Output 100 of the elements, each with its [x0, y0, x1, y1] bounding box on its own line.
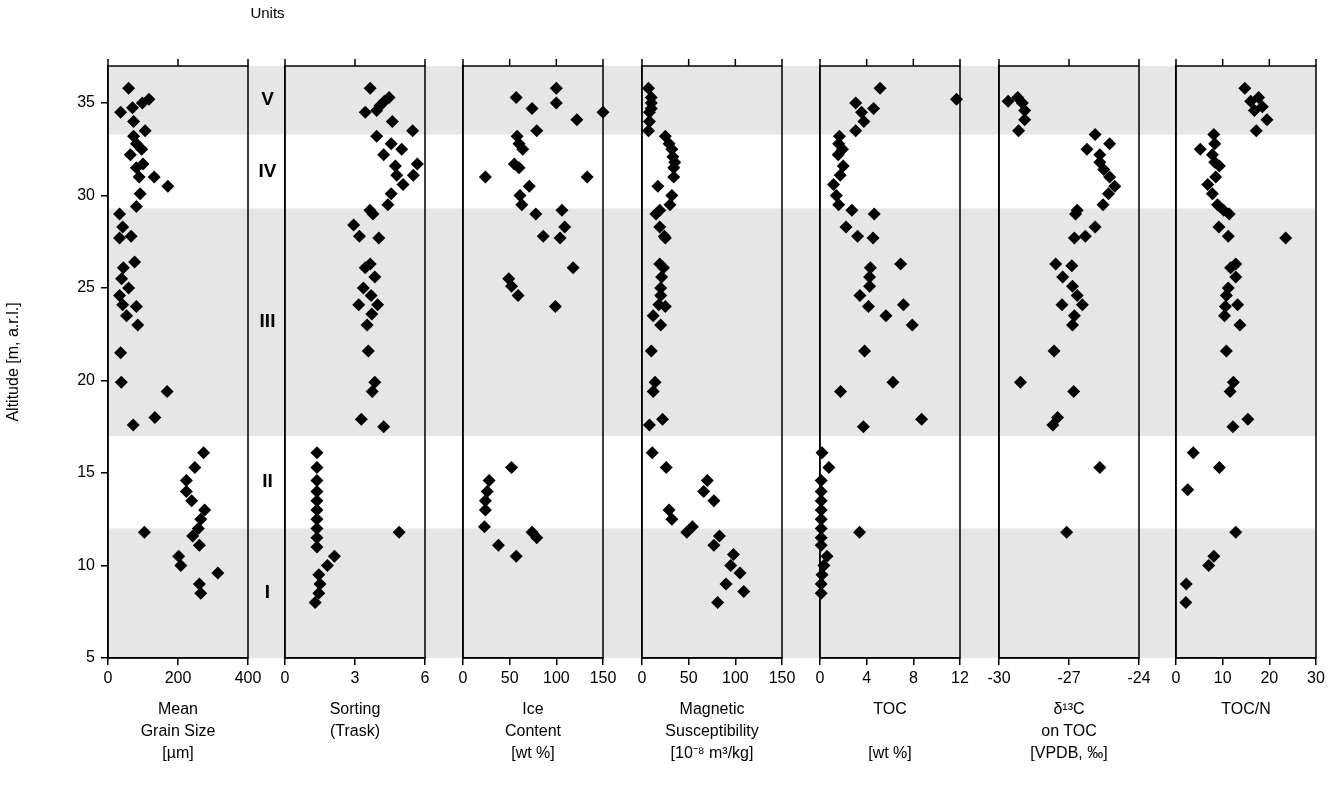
- point: [525, 102, 539, 116]
- point: [642, 418, 656, 432]
- x-tick-label: 0: [637, 669, 647, 687]
- point: [365, 385, 379, 399]
- point: [188, 460, 202, 474]
- y-tick-label: 25: [77, 278, 96, 296]
- point: [327, 549, 341, 563]
- point: [384, 187, 398, 201]
- x-tick-label: 100: [721, 669, 749, 687]
- point: [113, 231, 127, 245]
- point: [529, 207, 543, 221]
- point: [390, 168, 404, 182]
- point: [1088, 127, 1102, 141]
- point: [712, 529, 726, 543]
- point: [522, 179, 536, 193]
- point: [384, 137, 398, 151]
- point: [832, 198, 846, 212]
- point: [310, 460, 324, 474]
- point: [858, 344, 872, 358]
- point: [406, 124, 420, 138]
- point: [1101, 187, 1115, 201]
- point: [1260, 113, 1274, 127]
- x-axis-title: Mean Grain Size [µm]: [140, 700, 216, 762]
- point: [364, 288, 378, 302]
- point: [123, 148, 137, 162]
- point: [856, 420, 870, 434]
- point: [894, 257, 908, 271]
- point: [867, 102, 881, 116]
- point: [659, 460, 673, 474]
- point: [310, 540, 324, 554]
- point: [680, 525, 694, 539]
- x-tick-label: 30: [1307, 669, 1325, 687]
- y-tick-label: 35: [77, 93, 96, 111]
- point: [822, 460, 836, 474]
- point: [845, 203, 859, 217]
- point: [642, 115, 656, 128]
- point: [1212, 220, 1226, 234]
- point: [1241, 412, 1255, 426]
- point: [866, 231, 880, 245]
- point: [478, 494, 492, 508]
- point: [360, 318, 374, 332]
- point: [131, 318, 145, 332]
- point: [1207, 549, 1221, 563]
- point: [511, 288, 525, 302]
- y-tick-label: 5: [86, 648, 96, 666]
- point: [530, 531, 544, 545]
- point: [406, 168, 420, 182]
- point: [478, 503, 492, 517]
- point: [116, 298, 130, 312]
- point: [512, 161, 526, 175]
- point: [482, 473, 496, 487]
- point: [1078, 229, 1092, 243]
- point: [126, 101, 139, 115]
- point: [1279, 231, 1293, 245]
- point: [662, 503, 676, 517]
- point: [211, 566, 225, 580]
- point: [855, 105, 869, 119]
- point: [377, 148, 391, 162]
- point: [1222, 207, 1236, 221]
- point: [126, 418, 140, 432]
- point: [368, 270, 382, 284]
- point: [138, 124, 152, 138]
- point: [310, 485, 324, 498]
- point: [1051, 411, 1065, 424]
- x-tick-label: 4: [862, 669, 872, 687]
- point: [388, 159, 402, 173]
- point: [347, 218, 361, 232]
- point: [114, 346, 128, 360]
- point: [829, 189, 843, 202]
- point: [1080, 142, 1094, 156]
- point: [737, 584, 751, 598]
- point: [370, 129, 384, 143]
- point: [505, 460, 519, 474]
- point: [1212, 460, 1226, 474]
- point: [1181, 483, 1195, 497]
- point: [371, 298, 385, 312]
- y-tick-label: 15: [77, 463, 96, 481]
- point: [320, 559, 334, 572]
- band-label: V: [261, 88, 275, 110]
- point: [1179, 596, 1193, 609]
- point: [1238, 81, 1252, 95]
- point: [1201, 177, 1215, 191]
- point: [137, 525, 151, 539]
- point: [1065, 259, 1079, 273]
- point: [1207, 127, 1221, 141]
- text: TOC [wt %]: [868, 700, 912, 762]
- point: [1231, 298, 1245, 312]
- point: [513, 189, 527, 202]
- point: [570, 113, 584, 127]
- point: [129, 161, 143, 175]
- point: [667, 170, 681, 184]
- point: [724, 559, 738, 572]
- point: [1067, 231, 1081, 245]
- x-axis-title: Magnetic Susceptibility [10⁻⁸ m³/kg]: [665, 700, 759, 762]
- point: [122, 81, 136, 95]
- x-tick-label: 400: [234, 669, 262, 687]
- point: [886, 375, 900, 389]
- point: [148, 411, 162, 424]
- x-tick-label: 10: [1213, 669, 1232, 687]
- point: [179, 485, 193, 498]
